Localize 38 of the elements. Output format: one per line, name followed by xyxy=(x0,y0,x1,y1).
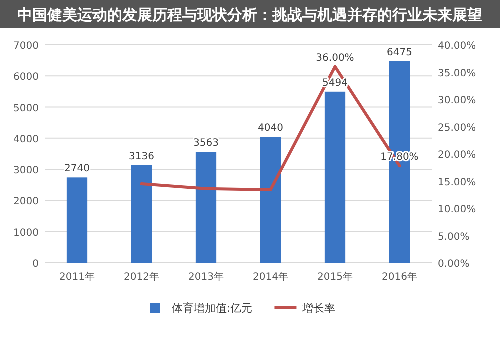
bar xyxy=(260,137,282,263)
chart-title: 中国健美运动的发展历程与现状分析：挑战与机遇并存的行业未来展望 xyxy=(18,6,482,24)
y-tick-label: 1000 xyxy=(14,228,39,239)
data-label: 36.00% xyxy=(316,52,354,64)
y2-tick-label: 5.00% xyxy=(438,232,470,243)
legend-label: 体育增加值:亿元 xyxy=(172,302,253,315)
x-tick-label: 2013年 xyxy=(188,271,224,283)
bar xyxy=(131,165,152,263)
data-label: 3563 xyxy=(194,138,219,150)
bar xyxy=(66,178,88,263)
x-tick-label: 2014年 xyxy=(253,271,288,283)
bar xyxy=(324,92,346,263)
y2-tick-label: 25.00% xyxy=(438,122,476,134)
y-tick-label: 3000 xyxy=(14,166,39,177)
data-label: 4040 xyxy=(258,123,284,134)
y2-tick-label: 15.00% xyxy=(438,177,476,188)
x-tick-label: 2011年 xyxy=(60,271,95,283)
legend-label: 增长率 xyxy=(302,302,336,315)
y-tick-label: 5000 xyxy=(14,103,39,114)
data-label: 17.80% xyxy=(380,152,419,163)
bar xyxy=(196,152,217,263)
y2-tick-label: 35.00% xyxy=(438,68,476,80)
y-tick-label: 0 xyxy=(32,259,39,270)
data-label: 6475 xyxy=(387,47,412,58)
y2-tick-label: 0.00% xyxy=(438,259,470,270)
y2-tick-label: 40.00% xyxy=(438,41,476,52)
y2-tick-label: 30.00% xyxy=(438,96,476,106)
y2-tick-label: 10.00% xyxy=(438,204,476,216)
x-tick-label: 2015年 xyxy=(318,271,353,283)
data-label: 3136 xyxy=(129,151,154,162)
y-tick-label: 6000 xyxy=(14,72,39,84)
y-tick-label: 4000 xyxy=(14,134,39,146)
x-tick-label: 2012年 xyxy=(124,271,160,283)
y-tick-label: 7000 xyxy=(14,41,39,52)
data-label: 2740 xyxy=(64,164,90,175)
x-tick-label: 2016年 xyxy=(382,271,418,283)
y2-tick-label: 20.00% xyxy=(438,150,476,161)
y-tick-label: 2000 xyxy=(14,196,39,208)
